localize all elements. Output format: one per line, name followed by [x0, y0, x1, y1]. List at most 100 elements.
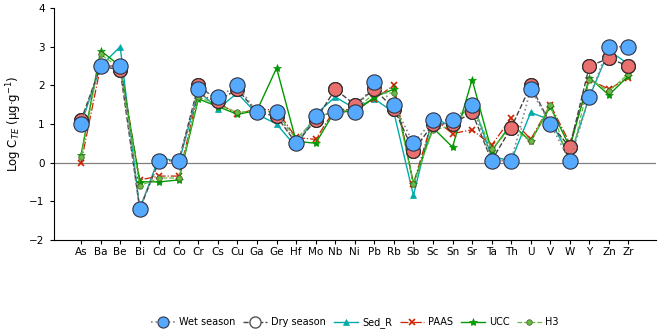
UCC: [253, 109, 261, 113]
Sed_R: [175, 161, 183, 165]
PAAS: [429, 116, 437, 120]
UCC: [449, 145, 457, 149]
PAAS: [214, 101, 222, 105]
H3: [351, 109, 359, 113]
UCC: [370, 95, 378, 99]
Sed_R: [312, 112, 319, 116]
H3: [566, 163, 574, 166]
UCC: [429, 126, 437, 130]
UCC: [136, 180, 144, 184]
UCC: [566, 145, 574, 149]
UCC: [331, 109, 339, 113]
Sed_R: [546, 118, 554, 122]
PAAS: [116, 64, 124, 68]
H3: [155, 176, 163, 180]
Sed_R: [468, 99, 476, 103]
UCC: [605, 93, 613, 97]
PAAS: [234, 112, 242, 116]
UCC: [409, 182, 417, 186]
PAAS: [273, 109, 280, 113]
H3: [175, 176, 183, 180]
Sed_R: [136, 207, 144, 211]
Sed_R: [566, 155, 574, 159]
Sed_R: [96, 64, 104, 68]
Sed_R: [351, 107, 359, 111]
PAAS: [527, 138, 535, 142]
Sed_R: [195, 89, 203, 93]
H3: [449, 124, 457, 128]
Line: UCC: UCC: [77, 47, 633, 188]
Sed_R: [273, 122, 280, 126]
UCC: [214, 105, 222, 109]
H3: [390, 91, 398, 95]
H3: [546, 103, 554, 107]
PAAS: [175, 174, 183, 178]
Sed_R: [488, 155, 496, 159]
PAAS: [566, 141, 574, 145]
UCC: [292, 139, 300, 143]
PAAS: [449, 132, 457, 136]
H3: [468, 103, 476, 107]
PAAS: [312, 138, 319, 142]
PAAS: [253, 107, 261, 111]
H3: [508, 126, 515, 130]
UCC: [488, 149, 496, 153]
PAAS: [351, 109, 359, 113]
UCC: [175, 178, 183, 182]
UCC: [585, 76, 593, 80]
Sed_R: [390, 110, 398, 114]
Sed_R: [77, 122, 85, 126]
H3: [77, 155, 85, 159]
Sed_R: [605, 49, 613, 53]
H3: [409, 182, 417, 186]
Sed_R: [331, 95, 339, 99]
UCC: [96, 49, 104, 53]
UCC: [312, 141, 319, 145]
PAAS: [508, 116, 515, 120]
PAAS: [546, 103, 554, 107]
UCC: [546, 105, 554, 109]
H3: [214, 103, 222, 107]
H3: [253, 109, 261, 113]
UCC: [273, 66, 280, 70]
PAAS: [331, 107, 339, 111]
PAAS: [624, 76, 632, 80]
H3: [585, 78, 593, 82]
Sed_R: [624, 62, 632, 66]
UCC: [77, 153, 85, 157]
UCC: [155, 180, 163, 184]
PAAS: [488, 143, 496, 147]
Legend: Wet season, Dry season, Sed_R, PAAS, UCC, H3: Wet season, Dry season, Sed_R, PAAS, UCC…: [147, 313, 563, 332]
PAAS: [292, 136, 300, 140]
PAAS: [390, 83, 398, 87]
UCC: [624, 74, 632, 78]
PAAS: [370, 97, 378, 101]
UCC: [468, 78, 476, 82]
PAAS: [136, 178, 144, 182]
Sed_R: [508, 159, 515, 163]
Line: H3: H3: [79, 52, 631, 188]
H3: [312, 116, 319, 120]
Sed_R: [116, 45, 124, 49]
Sed_R: [370, 97, 378, 101]
H3: [96, 53, 104, 57]
H3: [370, 91, 378, 95]
Sed_R: [585, 95, 593, 99]
PAAS: [605, 87, 613, 91]
H3: [273, 110, 280, 114]
PAAS: [77, 161, 85, 165]
H3: [195, 95, 203, 99]
Sed_R: [527, 110, 535, 114]
UCC: [351, 110, 359, 114]
PAAS: [409, 182, 417, 186]
PAAS: [468, 128, 476, 132]
Sed_R: [409, 193, 417, 197]
Sed_R: [214, 107, 222, 111]
PAAS: [195, 91, 203, 95]
H3: [234, 110, 242, 114]
Sed_R: [234, 91, 242, 95]
UCC: [390, 87, 398, 91]
PAAS: [585, 78, 593, 82]
H3: [331, 109, 339, 113]
H3: [624, 72, 632, 76]
